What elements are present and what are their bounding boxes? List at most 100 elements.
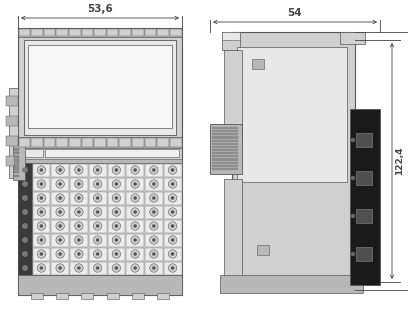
Circle shape <box>59 253 61 255</box>
Circle shape <box>169 250 177 258</box>
Circle shape <box>75 208 83 216</box>
Circle shape <box>23 168 27 172</box>
Circle shape <box>75 194 83 202</box>
Bar <box>106 293 119 299</box>
Bar <box>157 293 169 299</box>
Circle shape <box>112 194 121 202</box>
Circle shape <box>150 166 158 174</box>
Bar <box>31 293 43 299</box>
Bar <box>51 177 69 190</box>
Circle shape <box>37 236 46 244</box>
Bar <box>51 262 69 275</box>
Circle shape <box>40 239 42 241</box>
Bar <box>107 262 125 275</box>
Bar <box>107 191 125 204</box>
Circle shape <box>93 264 102 272</box>
Bar <box>33 191 50 204</box>
Bar <box>157 138 169 147</box>
Bar <box>6 116 18 126</box>
Bar <box>145 262 163 275</box>
Bar <box>164 248 182 261</box>
Bar <box>126 219 144 233</box>
Circle shape <box>97 225 99 227</box>
Bar <box>164 191 182 204</box>
Bar <box>212 146 238 148</box>
Circle shape <box>134 169 136 171</box>
Bar <box>107 29 118 36</box>
Bar <box>70 248 88 261</box>
Bar <box>31 29 43 36</box>
Bar <box>70 262 88 275</box>
Circle shape <box>150 236 158 244</box>
Circle shape <box>131 250 139 258</box>
Bar <box>107 177 125 190</box>
Bar <box>212 159 238 161</box>
Circle shape <box>153 267 155 269</box>
Circle shape <box>112 180 121 188</box>
Bar <box>232 32 355 290</box>
Bar <box>257 245 269 255</box>
Circle shape <box>93 208 102 216</box>
Circle shape <box>115 169 118 171</box>
Bar <box>14 174 19 177</box>
Bar <box>145 177 163 190</box>
Circle shape <box>40 183 42 185</box>
Bar <box>220 275 363 293</box>
Bar <box>89 191 106 204</box>
Bar <box>212 127 238 129</box>
Bar <box>51 248 69 261</box>
Circle shape <box>59 183 61 185</box>
Bar <box>70 219 88 233</box>
Circle shape <box>40 211 42 213</box>
Circle shape <box>37 264 46 272</box>
Circle shape <box>56 194 64 202</box>
Bar <box>237 47 347 182</box>
Bar <box>33 219 50 233</box>
Bar <box>170 138 182 147</box>
Bar <box>56 138 68 147</box>
Bar <box>82 293 93 299</box>
Bar <box>164 164 182 176</box>
Circle shape <box>172 253 174 255</box>
Circle shape <box>97 169 99 171</box>
Bar <box>212 143 238 145</box>
Bar <box>356 133 372 147</box>
Bar <box>164 262 182 275</box>
Bar <box>145 248 163 261</box>
Circle shape <box>169 222 177 230</box>
Bar <box>224 50 242 140</box>
Circle shape <box>115 239 118 241</box>
Circle shape <box>56 180 64 188</box>
Circle shape <box>153 253 155 255</box>
Circle shape <box>134 197 136 199</box>
Circle shape <box>153 225 155 227</box>
Bar <box>14 152 19 154</box>
Circle shape <box>40 169 42 171</box>
Circle shape <box>59 239 61 241</box>
Circle shape <box>93 180 102 188</box>
Circle shape <box>150 180 158 188</box>
Circle shape <box>112 236 121 244</box>
Circle shape <box>78 169 80 171</box>
Circle shape <box>56 236 64 244</box>
Circle shape <box>172 225 174 227</box>
Circle shape <box>153 183 155 185</box>
Bar <box>126 191 144 204</box>
Circle shape <box>134 239 136 241</box>
Circle shape <box>37 208 46 216</box>
Circle shape <box>75 222 83 230</box>
Bar <box>94 138 106 147</box>
Circle shape <box>75 250 83 258</box>
Circle shape <box>78 211 80 213</box>
Circle shape <box>37 194 46 202</box>
Circle shape <box>169 180 177 188</box>
Bar <box>51 164 69 176</box>
Bar <box>18 163 32 275</box>
Bar <box>157 29 169 36</box>
Circle shape <box>131 236 139 244</box>
Bar <box>18 28 182 295</box>
Circle shape <box>75 180 83 188</box>
Circle shape <box>150 208 158 216</box>
Circle shape <box>56 208 64 216</box>
Circle shape <box>169 194 177 202</box>
